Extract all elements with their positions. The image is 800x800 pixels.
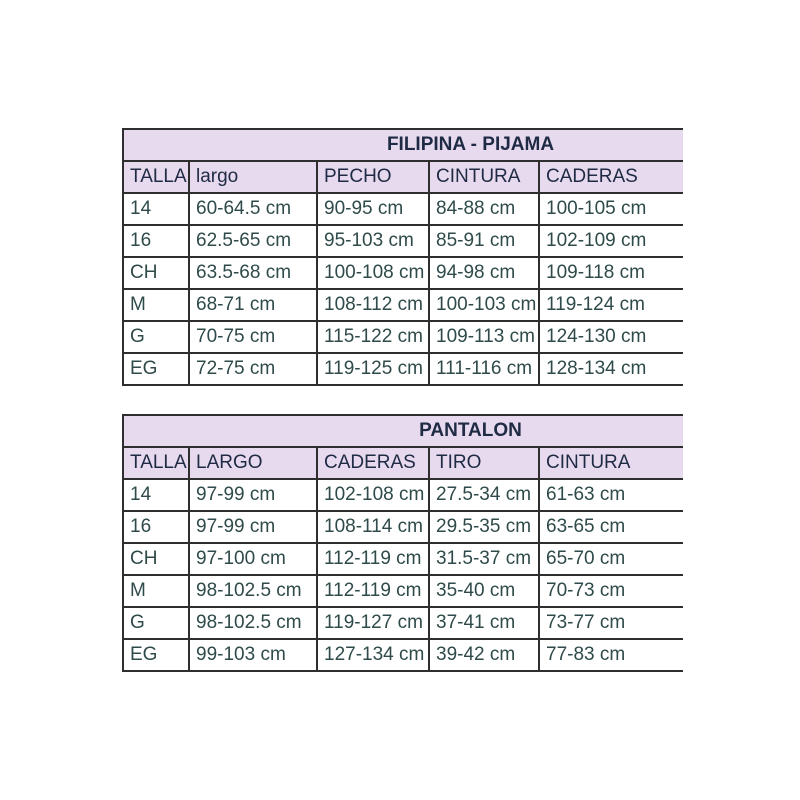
column-header: TALLA	[122, 160, 190, 194]
measurement-cell: 124-130 cm	[537, 320, 684, 354]
table-row: EG 99-103 cm 127-134 cm 39-42 cm 77-83 cm	[122, 638, 683, 672]
size-label-cell: 16	[122, 224, 190, 258]
measurement-cell: 84-88 cm	[428, 192, 540, 226]
table-row: CH 97-100 cm 112-119 cm 31.5-37 cm 65-70 cm	[122, 542, 683, 576]
measurement-cell: 35-40 cm	[428, 574, 540, 608]
table-row: CH 63.5-68 cm 100-108 cm 94-98 cm 109-118 cm	[122, 256, 684, 290]
table-row: EG 72-75 cm 119-125 cm 111-116 cm 128-134 cm	[122, 352, 684, 386]
measurement-cell: 61-63 cm	[538, 478, 683, 512]
measurement-cell: 97-100 cm	[188, 542, 318, 576]
measurement-cell: 108-114 cm	[316, 510, 430, 544]
table-title: PANTALON	[122, 414, 683, 448]
measurement-cell: 94-98 cm	[428, 256, 540, 290]
measurement-cell: 112-119 cm	[316, 574, 430, 608]
size-label-cell: G	[122, 606, 190, 640]
pantalon-table-body: PANTALON TALLA LARGO CADERAS TIRO CINTURA 14 97…	[122, 414, 683, 672]
measurement-cell: 108-112 cm	[316, 288, 430, 322]
measurement-cell: 99-103 cm	[188, 638, 318, 672]
measurement-cell: 98-102.5 cm	[188, 574, 318, 608]
size-label-cell: EG	[122, 352, 190, 386]
measurement-cell: 60-64.5 cm	[188, 192, 318, 226]
measurement-cell: 72-75 cm	[188, 352, 318, 386]
table-row: 14 60-64.5 cm 90-95 cm 84-88 cm 100-105 cm	[122, 192, 684, 226]
measurement-cell: 90-95 cm	[316, 192, 430, 226]
measurement-cell: 100-103 cm	[428, 288, 540, 322]
measurement-cell: 31.5-37 cm	[428, 542, 540, 576]
column-header: largo	[188, 160, 318, 194]
table-title-row: PANTALON	[122, 414, 683, 448]
measurement-cell: 119-127 cm	[316, 606, 430, 640]
measurement-cell: 39-42 cm	[428, 638, 540, 672]
size-label-cell: M	[122, 288, 190, 322]
column-header: PECHO	[316, 160, 430, 194]
column-header-row: TALLA LARGO CADERAS TIRO CINTURA	[122, 446, 683, 480]
size-label-cell: 14	[122, 192, 190, 226]
measurement-cell: 115-122 cm	[316, 320, 430, 354]
measurement-cell: 119-124 cm	[537, 288, 684, 322]
measurement-cell: 98-102.5 cm	[188, 606, 318, 640]
size-label-cell: 14	[122, 478, 190, 512]
measurement-cell: 111-116 cm	[428, 352, 540, 386]
measurement-cell: 27.5-34 cm	[428, 478, 540, 512]
measurement-cell: 77-83 cm	[538, 638, 683, 672]
measurement-cell: 109-113 cm	[428, 320, 540, 354]
measurement-cell: 128-134 cm	[537, 352, 684, 386]
measurement-cell: 97-99 cm	[188, 510, 318, 544]
table-row: 14 97-99 cm 102-108 cm 27.5-34 cm 61-63 cm	[122, 478, 683, 512]
filipina-pijama-size-table: FILIPINA - PIJAMA TALLA largo PECHO CINTURA C…	[121, 128, 684, 386]
size-label-cell: G	[122, 320, 190, 354]
measurement-cell: 65-70 cm	[538, 542, 683, 576]
measurement-cell: 85-91 cm	[428, 224, 540, 258]
filipina-pijama-table-body: FILIPINA - PIJAMA TALLA largo PECHO CINTURA C…	[121, 128, 684, 386]
pantalon-size-table: PANTALON TALLA LARGO CADERAS TIRO CINTURA 14 97…	[122, 414, 683, 672]
measurement-cell: 63-65 cm	[538, 510, 683, 544]
measurement-cell: 109-118 cm	[537, 256, 684, 290]
measurement-cell: 127-134 cm	[316, 638, 430, 672]
measurement-cell: 102-108 cm	[316, 478, 430, 512]
measurement-cell: 97-99 cm	[188, 478, 318, 512]
measurement-cell: 29.5-35 cm	[428, 510, 540, 544]
column-header: CADERAS	[537, 160, 684, 194]
measurement-cell: 70-75 cm	[188, 320, 318, 354]
column-header: TIRO	[428, 446, 540, 480]
size-label-cell: CH	[122, 542, 190, 576]
measurement-cell: 100-105 cm	[537, 192, 684, 226]
size-label-cell: M	[122, 574, 190, 608]
measurement-cell: 95-103 cm	[316, 224, 430, 258]
column-header: TALLA	[122, 446, 190, 480]
table-row: M 98-102.5 cm 112-119 cm 35-40 cm 70-73 cm	[122, 574, 683, 608]
table-row: G 70-75 cm 115-122 cm 109-113 cm 124-130 cm	[122, 320, 684, 354]
table-row: 16 97-99 cm 108-114 cm 29.5-35 cm 63-65 cm	[122, 510, 683, 544]
measurement-cell: 73-77 cm	[538, 606, 683, 640]
table-row: M 68-71 cm 108-112 cm 100-103 cm 119-124 cm	[122, 288, 684, 322]
measurement-cell: 119-125 cm	[316, 352, 430, 386]
size-label-cell: 16	[122, 510, 190, 544]
column-header: CINTURA	[428, 160, 540, 194]
column-header: CADERAS	[316, 446, 430, 480]
measurement-cell: 70-73 cm	[538, 574, 683, 608]
column-header-row: TALLA largo PECHO CINTURA CADERAS	[122, 160, 684, 194]
column-header: CINTURA	[538, 446, 683, 480]
table-row: 16 62.5-65 cm 95-103 cm 85-91 cm 102-109 cm	[122, 224, 684, 258]
measurement-cell: 112-119 cm	[316, 542, 430, 576]
column-header: LARGO	[188, 446, 318, 480]
measurement-cell: 68-71 cm	[188, 288, 318, 322]
size-label-cell: EG	[122, 638, 190, 672]
measurement-cell: 102-109 cm	[537, 224, 684, 258]
measurement-cell: 37-41 cm	[428, 606, 540, 640]
table-row: G 98-102.5 cm 119-127 cm 37-41 cm 73-77 cm	[122, 606, 683, 640]
measurement-cell: 63.5-68 cm	[188, 256, 318, 290]
measurement-cell: 100-108 cm	[316, 256, 430, 290]
table-title-row: FILIPINA - PIJAMA	[121, 128, 684, 162]
table-title: FILIPINA - PIJAMA	[121, 128, 684, 162]
measurement-cell: 62.5-65 cm	[188, 224, 318, 258]
size-label-cell: CH	[122, 256, 190, 290]
